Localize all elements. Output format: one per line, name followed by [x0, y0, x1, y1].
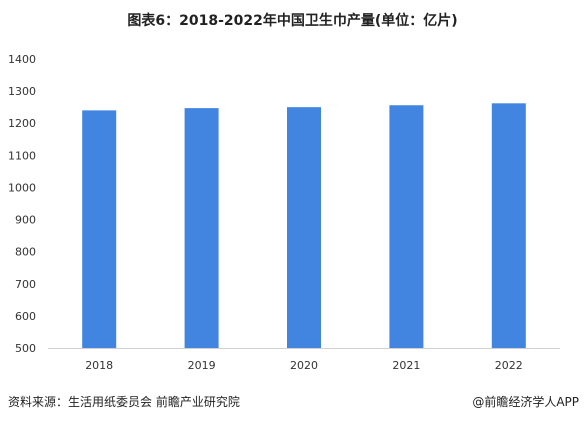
y-tick-label: 800 [15, 246, 36, 259]
bar-2022 [491, 103, 526, 349]
x-axis: 2018 2019 2020 2021 2022 [85, 359, 523, 372]
x-tick-label: 2022 [495, 359, 523, 372]
source-note: 资料来源：生活用纸委员会 前瞻产业研究院 [8, 395, 240, 409]
y-tick-label: 1200 [8, 117, 36, 130]
y-tick-label: 1400 [8, 53, 36, 66]
bar-series [82, 103, 526, 349]
y-tick-label: 1300 [8, 85, 36, 98]
y-axis: 500 600 700 800 900 1000 1100 1200 1300 1400 [8, 53, 36, 355]
x-tick-label: 2019 [188, 359, 216, 372]
y-tick-label: 1100 [8, 149, 36, 162]
chart-title: 图表6：2018-2022年中国卫生巾产量(单位：亿片) [127, 13, 458, 29]
x-tick-label: 2020 [290, 359, 318, 372]
y-tick-label: 500 [15, 342, 36, 355]
bar-2019 [184, 108, 219, 348]
x-tick-label: 2018 [85, 359, 113, 372]
bar-2021 [389, 105, 424, 349]
y-tick-label: 700 [15, 278, 36, 291]
y-tick-label: 600 [15, 310, 36, 323]
credit-note: @前瞻经济学人APP [472, 395, 579, 409]
bar-2020 [287, 107, 321, 349]
y-tick-label: 1000 [8, 181, 36, 194]
bar-2018 [82, 110, 117, 348]
y-tick-label: 900 [15, 214, 36, 227]
x-tick-label: 2021 [392, 359, 420, 372]
